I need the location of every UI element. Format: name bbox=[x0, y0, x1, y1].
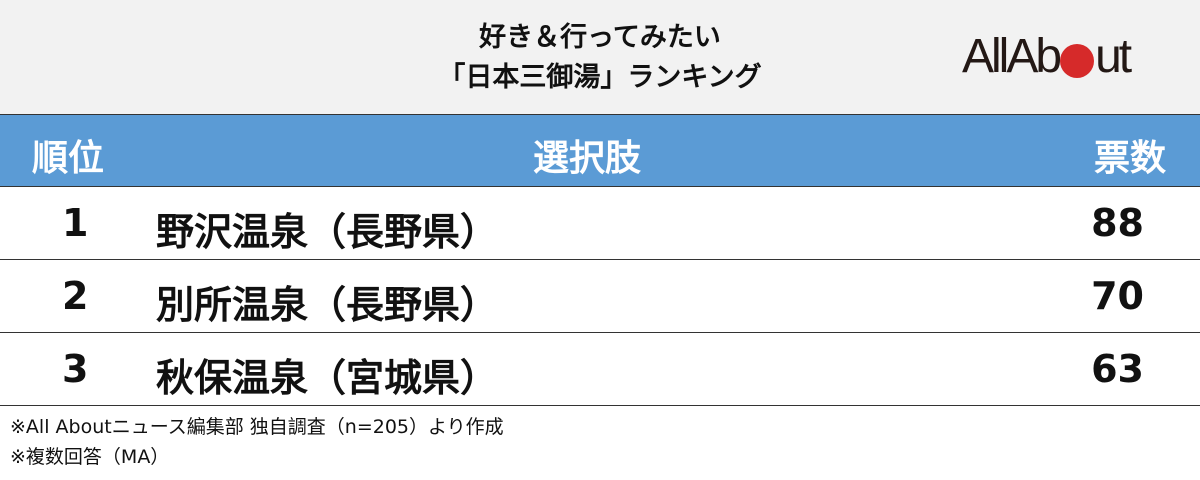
table-row: 3 秋保温泉（宮城県） 63 bbox=[0, 333, 1200, 406]
logo-text-right: ut bbox=[1095, 30, 1132, 83]
table-header: 順位 選択肢 票数 bbox=[0, 114, 1200, 187]
table-row: 2 別所温泉（長野県） 70 bbox=[0, 260, 1200, 333]
rank-cell: 1 bbox=[62, 201, 89, 245]
column-header-votes: 票数 bbox=[1093, 138, 1166, 179]
votes-cell: 63 bbox=[1091, 347, 1144, 391]
multiple-answer-note: ※複数回答（MA） bbox=[10, 446, 170, 468]
footer-notes: ※All Aboutニュース編集部 独自調査（n=205）より作成 ※複数回答（… bbox=[10, 412, 504, 472]
choice-cell: 野沢温泉（長野県） bbox=[156, 210, 499, 254]
table-row: 1 野沢温泉（長野県） 88 bbox=[0, 187, 1200, 260]
title-line-1: 好き＆行ってみたい bbox=[479, 22, 721, 53]
logo-text-left: AllAb bbox=[962, 30, 1062, 83]
source-note: ※All Aboutニュース編集部 独自調査（n=205）より作成 bbox=[10, 416, 504, 438]
choice-cell: 別所温泉（長野県） bbox=[156, 283, 499, 327]
votes-cell: 70 bbox=[1091, 274, 1144, 318]
all-about-logo: AllAb ut bbox=[962, 30, 1132, 83]
header: 好き＆行ってみたい 「日本三御湯」ランキング AllAb ut bbox=[0, 0, 1200, 114]
page-title: 好き＆行ってみたい 「日本三御湯」ランキング bbox=[300, 18, 900, 98]
rank-cell: 3 bbox=[62, 347, 89, 391]
column-header-rank: 順位 bbox=[32, 138, 105, 179]
title-line-2: 「日本三御湯」ランキング bbox=[438, 62, 762, 93]
votes-cell: 88 bbox=[1091, 201, 1144, 245]
choice-cell: 秋保温泉（宮城県） bbox=[156, 356, 499, 400]
rank-cell: 2 bbox=[62, 274, 89, 318]
logo-red-dot bbox=[1060, 44, 1095, 78]
column-header-choice: 選択肢 bbox=[533, 138, 642, 179]
